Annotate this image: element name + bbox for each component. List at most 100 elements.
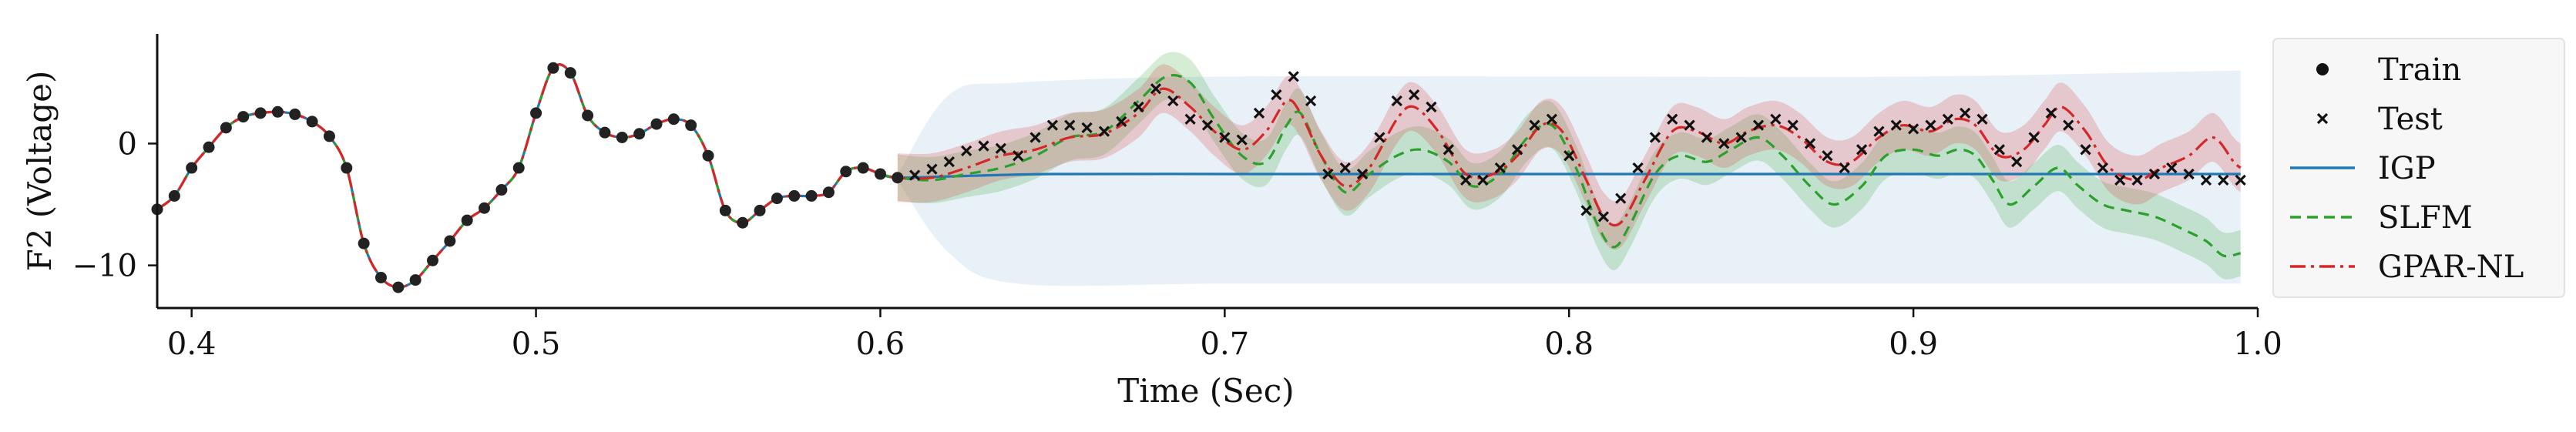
test-point xyxy=(1752,119,1765,131)
legend: Train Test IGP SLFM GPAR-NL xyxy=(2272,38,2565,298)
y-ticks: 0 −10 xyxy=(72,126,157,284)
test-point xyxy=(1305,95,1317,107)
test-point xyxy=(2063,119,2074,131)
test-point xyxy=(2114,174,2126,186)
test-point xyxy=(1477,174,1489,186)
train-point xyxy=(203,141,215,153)
train-point xyxy=(822,186,835,199)
train-point xyxy=(857,162,869,174)
test-point xyxy=(2080,144,2091,156)
test-point xyxy=(1649,132,1661,143)
legend-label-gpar-nl: GPAR-NL xyxy=(2378,249,2524,285)
x-tick-label: 0.7 xyxy=(1201,327,1250,362)
train-point xyxy=(737,216,749,229)
x-tick-label: 1.0 xyxy=(2233,327,2282,362)
test-point xyxy=(1219,132,1231,143)
test-point xyxy=(1046,119,1059,131)
train-point xyxy=(444,235,456,247)
test-point xyxy=(1408,89,1420,101)
test-point xyxy=(961,145,972,157)
test-point xyxy=(1770,113,1782,125)
test-point xyxy=(1529,119,1540,131)
legend-label-slfm: SLFM xyxy=(2378,200,2473,236)
axes xyxy=(156,34,2258,310)
train-point xyxy=(547,62,559,74)
test-point xyxy=(1322,168,1334,180)
test-point xyxy=(2235,174,2246,186)
train-point xyxy=(633,128,646,140)
train-point xyxy=(754,204,766,216)
test-point xyxy=(2131,174,2143,186)
y-tick-label: −10 xyxy=(72,249,137,284)
test-point xyxy=(1081,122,1093,133)
test-point xyxy=(1098,126,1110,137)
test-point xyxy=(1253,107,1265,119)
test-point xyxy=(1271,89,1282,101)
test-point xyxy=(1907,123,1919,135)
test-point xyxy=(1563,150,1575,162)
train-point xyxy=(719,204,731,216)
test-point xyxy=(1356,168,1369,180)
train-point xyxy=(788,189,801,202)
test-point xyxy=(1391,95,1402,107)
train-point xyxy=(495,184,508,196)
test-point xyxy=(1150,83,1162,95)
test-point xyxy=(1580,205,1592,216)
train-point xyxy=(392,281,405,293)
test-point xyxy=(2218,174,2229,186)
train-point xyxy=(374,271,387,283)
x-tick-label: 0.5 xyxy=(512,327,561,362)
train-point xyxy=(409,274,421,286)
test-point xyxy=(1977,113,1988,125)
test-point xyxy=(1013,150,1024,162)
train-point xyxy=(306,116,318,128)
test-point xyxy=(1597,211,1610,223)
train-point xyxy=(220,122,232,134)
test-point xyxy=(2148,168,2161,180)
train-point xyxy=(358,237,370,249)
test-point xyxy=(1993,144,2005,156)
legend-x-icon xyxy=(2316,112,2329,125)
test-point xyxy=(1184,113,1196,125)
train-point xyxy=(427,254,439,266)
test-point xyxy=(2200,174,2212,186)
train-point xyxy=(271,105,284,118)
y-tick-label: 0 xyxy=(118,126,137,162)
test-point xyxy=(1787,119,1798,131)
test-point xyxy=(2028,132,2040,143)
train-point xyxy=(582,109,594,122)
test-point xyxy=(1615,193,1627,204)
x-tick-label: 0.9 xyxy=(1889,327,1938,362)
test-point xyxy=(1426,101,1437,113)
train-point xyxy=(667,113,680,126)
test-point xyxy=(1288,71,1299,82)
train-point xyxy=(805,189,818,202)
legend-label-train: Train xyxy=(2378,52,2461,88)
test-point xyxy=(1925,119,1936,131)
train-point xyxy=(168,189,180,202)
test-point xyxy=(1942,113,1953,125)
test-point xyxy=(1822,150,1833,162)
test-point xyxy=(1494,162,1506,174)
test-point xyxy=(1116,116,1127,128)
test-point xyxy=(2045,107,2057,119)
legend-frame xyxy=(2272,38,2565,298)
x-ticks: 0.4 0.5 0.6 0.7 0.8 0.9 1.0 xyxy=(167,308,2282,362)
test-point xyxy=(943,156,955,168)
test-point xyxy=(1839,162,1850,174)
x-tick-label: 0.8 xyxy=(1544,327,1594,362)
test-point xyxy=(2011,156,2023,168)
train-point xyxy=(564,67,576,79)
train-point xyxy=(599,126,611,139)
x-tick-label: 0.6 xyxy=(856,327,905,362)
test-point xyxy=(1701,132,1713,143)
test-point xyxy=(1856,144,1868,156)
test-point xyxy=(1339,162,1351,174)
train-point xyxy=(479,202,491,214)
test-point xyxy=(909,169,921,181)
test-point xyxy=(1684,119,1695,131)
test-point xyxy=(1718,138,1730,149)
train-point xyxy=(512,162,525,174)
test-point xyxy=(1374,132,1385,143)
